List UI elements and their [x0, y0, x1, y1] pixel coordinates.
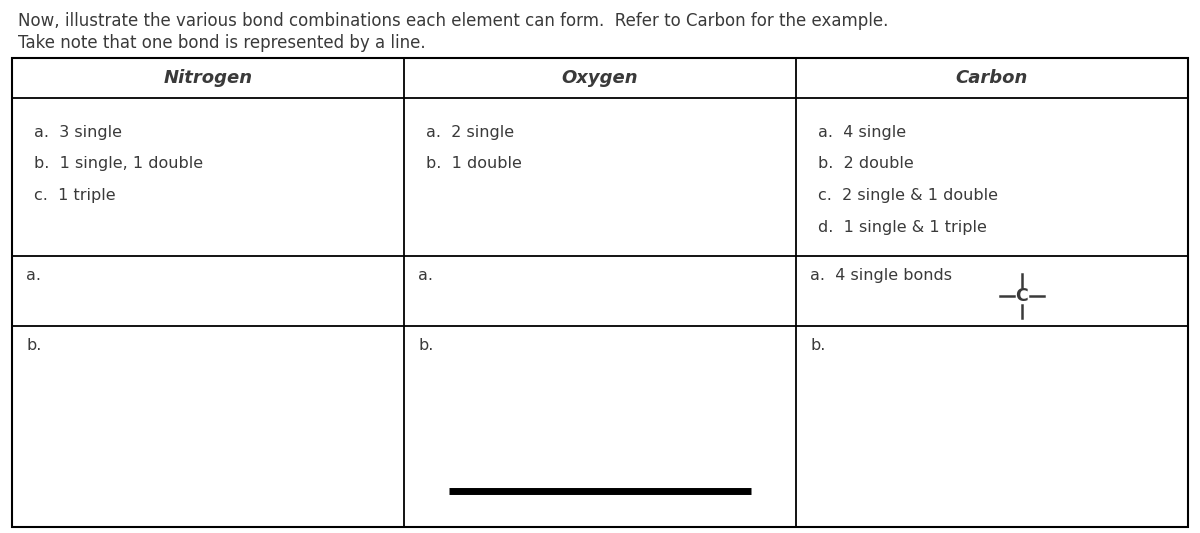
Text: a.  4 single: a. 4 single [818, 125, 906, 140]
Text: c.  2 single & 1 double: c. 2 single & 1 double [818, 188, 998, 203]
Text: a.: a. [26, 268, 41, 283]
Text: a.  2 single: a. 2 single [426, 125, 514, 140]
Text: a.  3 single: a. 3 single [34, 125, 122, 140]
Text: Take note that one bond is represented by a line.: Take note that one bond is represented b… [18, 34, 426, 52]
Text: d.  1 single & 1 triple: d. 1 single & 1 triple [818, 220, 986, 235]
Text: Now, illustrate the various bond combinations each element can form.  Refer to C: Now, illustrate the various bond combina… [18, 12, 888, 30]
Text: Oxygen: Oxygen [562, 69, 638, 87]
Text: b.: b. [810, 338, 826, 353]
Text: a.  4 single bonds: a. 4 single bonds [810, 268, 952, 283]
Text: Nitrogen: Nitrogen [163, 69, 252, 87]
Text: b.  1 double: b. 1 double [426, 156, 522, 171]
Text: C: C [1015, 287, 1028, 305]
Text: b.  1 single, 1 double: b. 1 single, 1 double [34, 156, 203, 171]
Bar [12, 58, 1188, 527]
Text: a.: a. [418, 268, 433, 283]
Text: b.: b. [26, 338, 41, 353]
Text: c.  1 triple: c. 1 triple [34, 188, 115, 203]
Text: Carbon: Carbon [956, 69, 1028, 87]
Text: b.  2 double: b. 2 double [818, 156, 913, 171]
Text: b.: b. [418, 338, 433, 353]
